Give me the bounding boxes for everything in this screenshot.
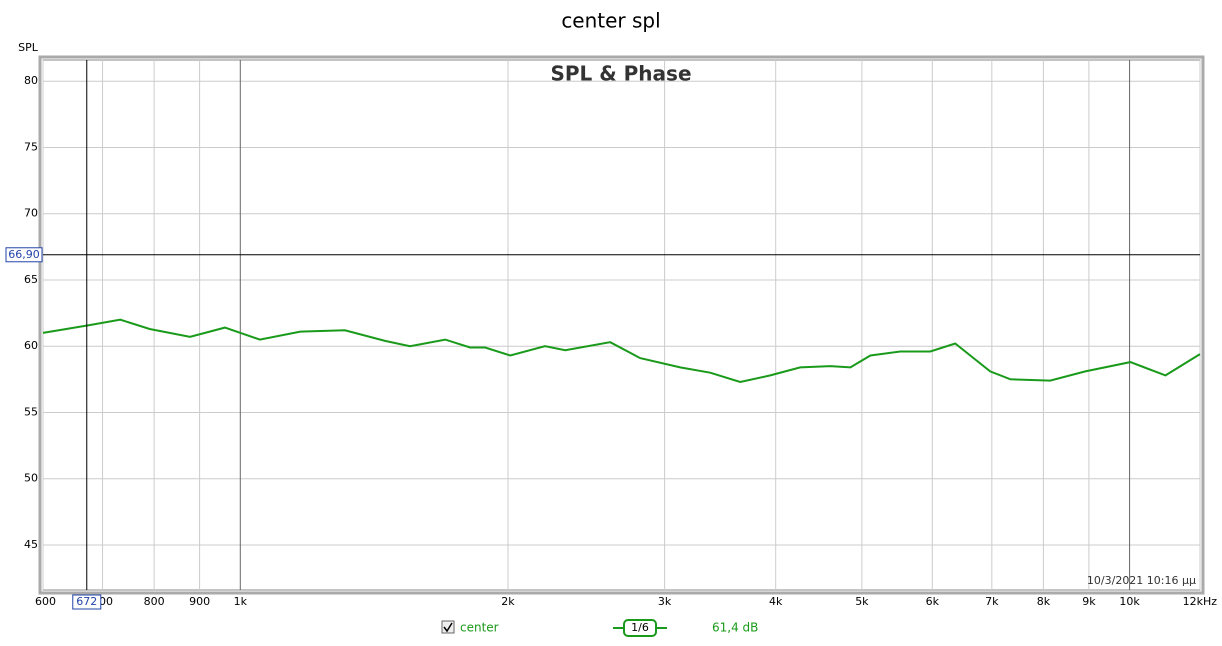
y-tick-label: 70 [24,207,38,220]
x-tick-label: 600 [35,595,56,608]
x-tick-label: 3k [658,595,672,608]
chart-title: center spl [561,9,660,33]
timestamp: 10/3/2021 10:16 μμ [1087,574,1196,587]
x-tick-label: 900 [189,595,210,608]
legend-level: 61,4 dB [712,621,758,635]
cursor-y-box [5,247,43,263]
x-tick-label: 1k [234,595,248,608]
y-axis-label: SPL [18,41,39,54]
x-tick-label: 800 [144,595,165,608]
x-tick-label: 5k [855,595,869,608]
check-mark [443,622,453,633]
x-tick-label: 2k [501,595,515,608]
smoothing-button[interactable] [623,619,657,637]
cursor-x-label: 672 [76,595,97,608]
x-tick-label: 8k [1037,595,1051,608]
y-tick-label: 80 [24,74,38,87]
x-tick-label: 12kHz [1183,595,1218,608]
x-tick-label: 6k [926,595,940,608]
y-tick-label: 50 [24,472,38,485]
data-line [42,318,1201,384]
legend-label[interactable]: center [460,621,499,635]
cursor-x-box [72,594,102,610]
x-tick-label: 4k [769,595,783,608]
y-tick-label: 55 [24,405,38,418]
cursor-y-label: 66,90 [8,248,40,261]
legend-checkbox[interactable] [441,620,455,634]
plot-subtitle: SPL & Phase [550,62,691,86]
x-tick-label: 7k [985,595,999,608]
y-tick-label: 75 [24,140,38,153]
plot-area [42,59,1201,591]
y-tick-label: 60 [24,339,38,352]
y-tick-label: 45 [24,538,38,551]
x-tick-label: 10k [1119,595,1140,608]
x-tick-label: 9k [1082,595,1096,608]
y-tick-label: 65 [24,273,38,286]
smoothing-label[interactable]: 1/6 [631,621,649,634]
